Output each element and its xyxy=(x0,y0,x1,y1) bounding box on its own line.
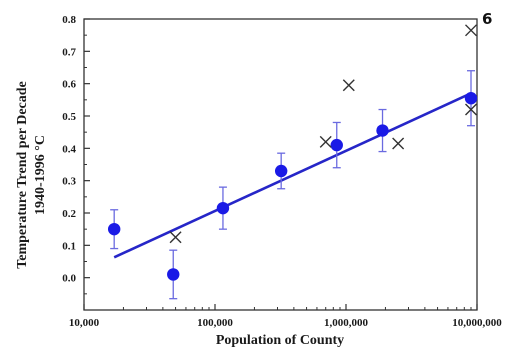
x-tick-label: 10,000 xyxy=(69,317,100,329)
y-axis-title-line2: 1940-1996 °C xyxy=(33,135,48,215)
x-marker-stroke xyxy=(342,79,355,92)
marks-layer xyxy=(107,24,478,300)
data-point xyxy=(464,92,478,105)
x-marker xyxy=(342,79,355,92)
y-axis-title-line1: Temperature Trend per Decade xyxy=(15,81,30,269)
x-marker-stroke xyxy=(169,231,182,244)
x-marker-stroke xyxy=(465,103,478,116)
x-tick-label: 100,000 xyxy=(197,317,233,329)
y-tick-label: 0.3 xyxy=(62,176,76,188)
data-point xyxy=(274,164,288,178)
x-marker-stroke xyxy=(392,137,405,150)
plot-frame xyxy=(83,18,478,311)
y-tick-label: 0.1 xyxy=(62,240,76,252)
x-marker xyxy=(319,135,332,148)
y-tick-label: 0.6 xyxy=(62,79,76,91)
trend-layer xyxy=(113,92,472,259)
x-axis-title: Population of County xyxy=(216,333,344,348)
y-tick-label: 0.7 xyxy=(62,46,76,58)
ticks-layer: 0.0 0.1 0.2 0.3 0.4 0.5 0.6 0.7 0.8 10,000 100,000… xyxy=(62,14,502,329)
x-marker xyxy=(465,103,478,116)
y-tick-label: 0.0 xyxy=(62,273,76,285)
data-point xyxy=(330,138,343,152)
x-marker-stroke xyxy=(465,24,478,37)
data-point xyxy=(376,124,389,137)
x-marker-stroke xyxy=(319,135,332,148)
x-tick-label: 1,000,000 xyxy=(324,317,369,329)
data-point xyxy=(216,201,230,215)
y-tick-label: 0.5 xyxy=(62,111,76,123)
y-tick-label: 0.8 xyxy=(62,14,76,26)
y-tick-label: 0.4 xyxy=(62,143,76,155)
y-tick-label: 0.2 xyxy=(62,208,76,220)
data-point xyxy=(107,222,121,236)
page-number: 6 xyxy=(482,10,492,28)
x-marker xyxy=(392,137,405,150)
x-marker xyxy=(169,231,182,244)
trend-line xyxy=(113,92,472,259)
x-marker xyxy=(465,24,478,37)
data-point xyxy=(167,268,180,281)
x-tick-label: 10,000,000 xyxy=(452,317,502,329)
